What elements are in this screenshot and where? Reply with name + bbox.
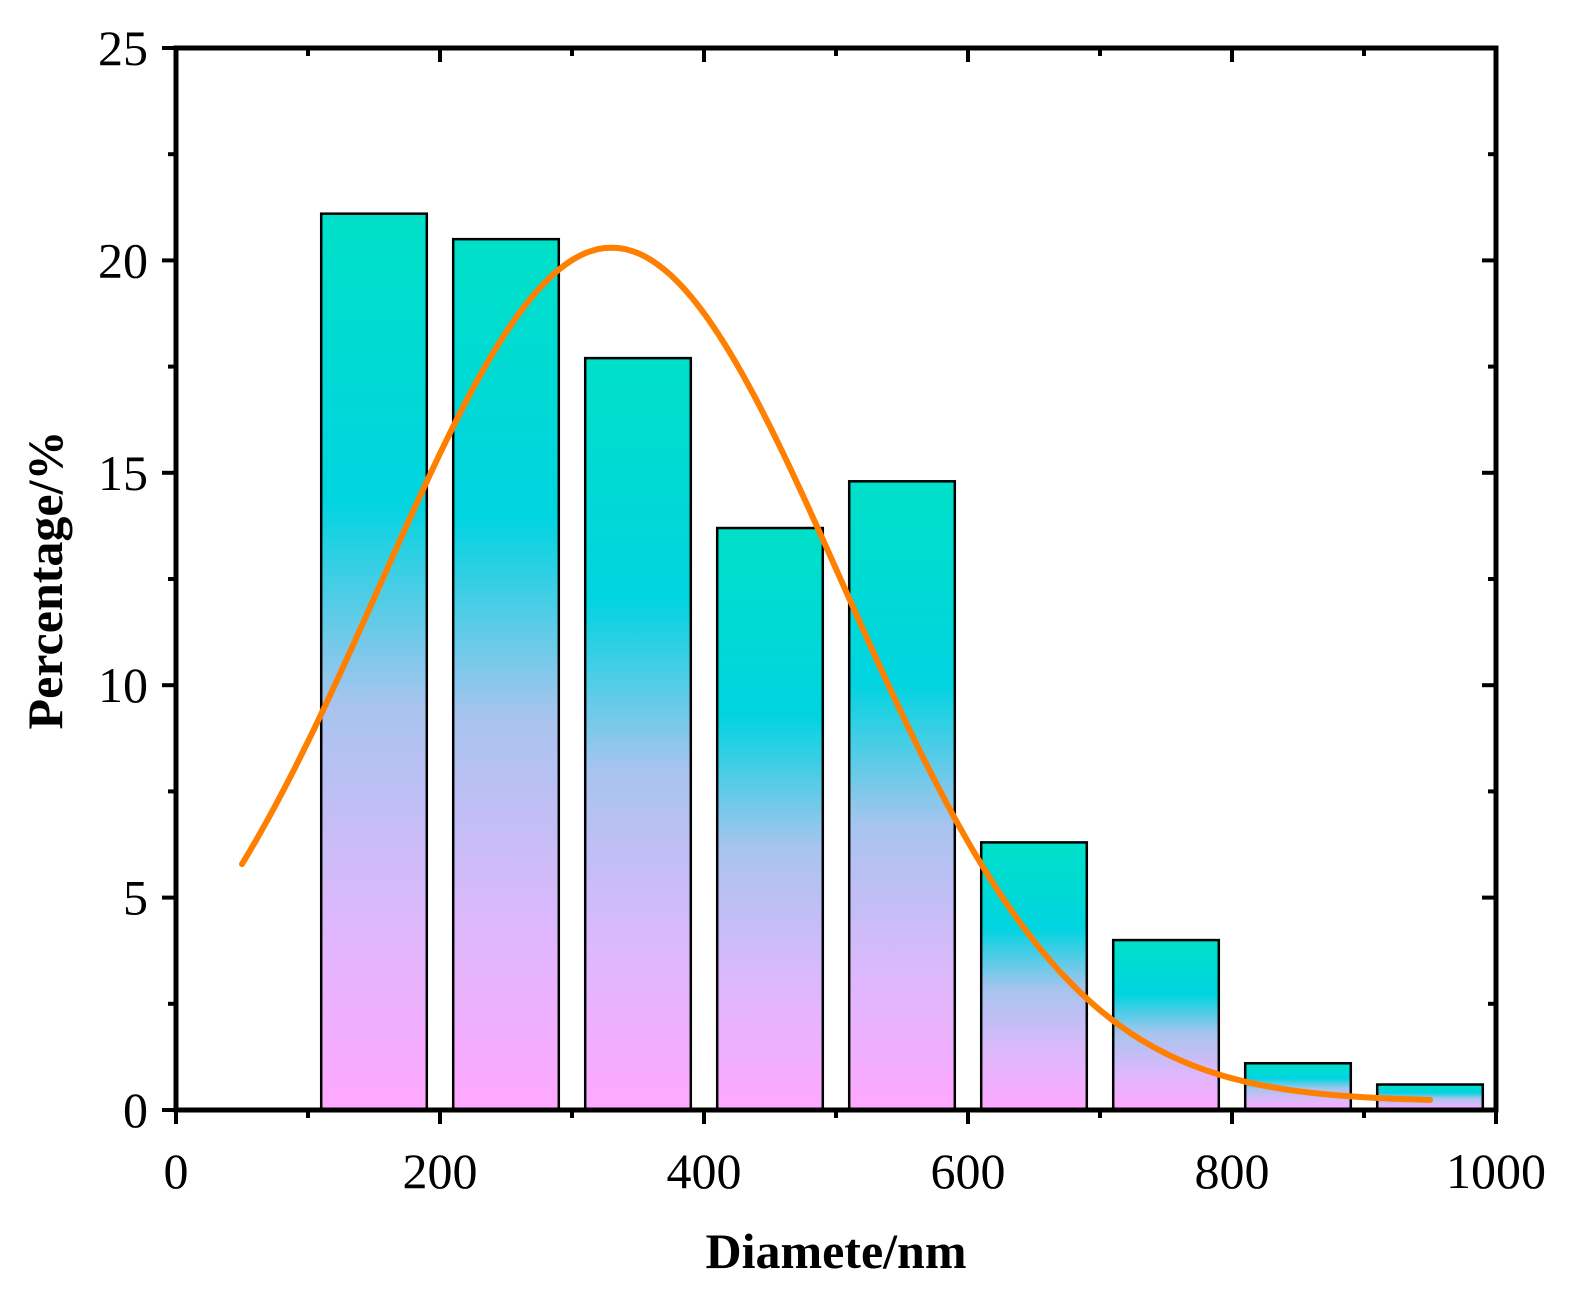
x-tick-label: 600	[931, 1143, 1006, 1199]
histogram-bar	[451, 237, 561, 1112]
fit-curve	[239, 244, 1433, 1103]
tick-labels-group: 0 200 400 600 800 1000 0 5 10 15 20 25	[98, 20, 1546, 1199]
y-tick-label: 15	[98, 445, 148, 501]
y-tick-label: 25	[98, 20, 148, 76]
y-tick-label: 20	[98, 232, 148, 288]
y-axis-title: Percentage/%	[17, 431, 73, 730]
y-tick-label: 10	[98, 657, 148, 713]
x-tick-label: 1000	[1446, 1143, 1546, 1199]
histogram-bar	[1111, 938, 1221, 1112]
histogram-bar	[583, 356, 693, 1112]
x-tick-label: 200	[403, 1143, 478, 1199]
histogram-bar	[319, 212, 429, 1112]
histogram-bar	[715, 526, 825, 1112]
x-tick-label: 0	[164, 1143, 189, 1199]
y-tick-label: 5	[123, 870, 148, 926]
x-axis-title: Diamete/nm	[705, 1223, 966, 1279]
x-tick-label: 800	[1195, 1143, 1270, 1199]
x-tick-label: 400	[667, 1143, 742, 1199]
histogram-bar	[847, 480, 957, 1112]
histogram-bar	[979, 841, 1089, 1112]
axes-group	[162, 45, 1499, 1124]
fit-curve-group	[239, 244, 1433, 1103]
y-tick-label: 0	[123, 1082, 148, 1138]
bars-group	[319, 212, 1485, 1112]
